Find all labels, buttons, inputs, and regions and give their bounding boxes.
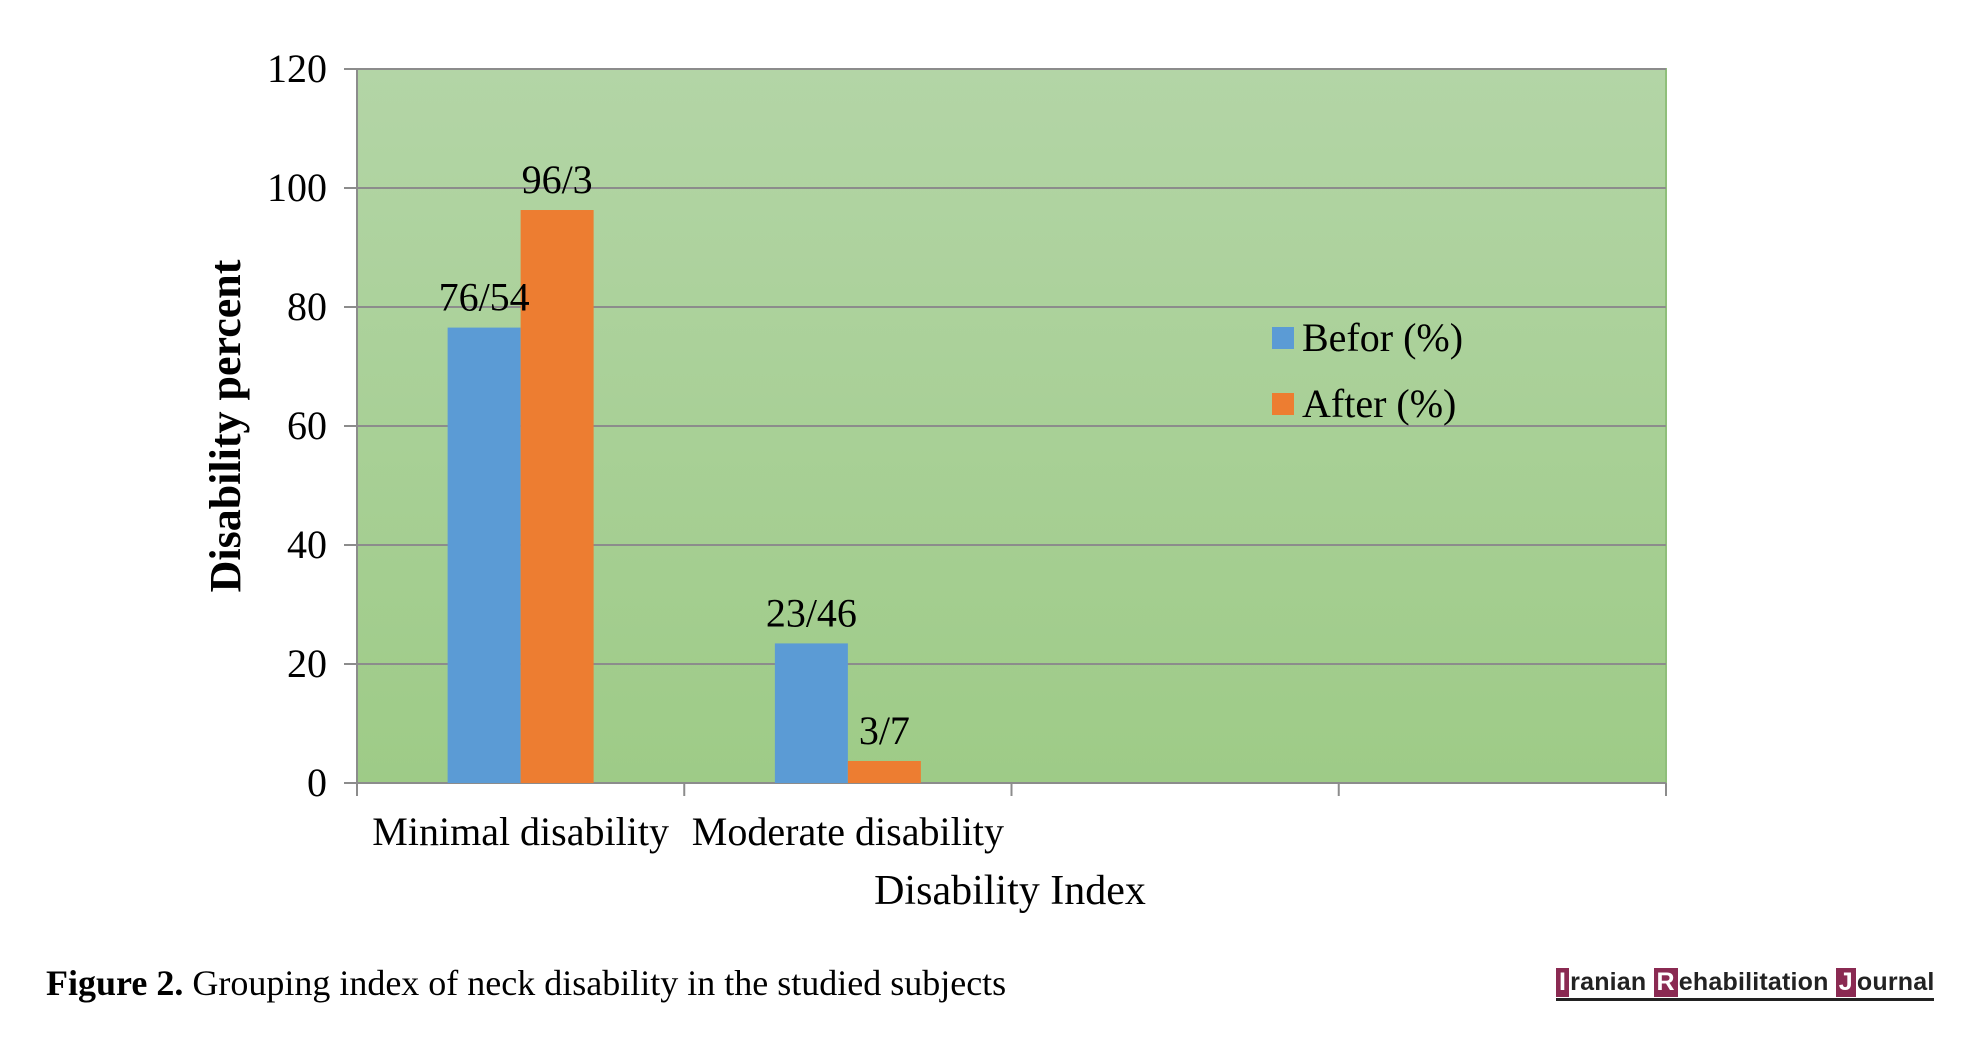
x-axis-title: Disability Index xyxy=(874,868,1146,914)
figure-caption: Figure 2. Grouping index of neck disabil… xyxy=(46,962,1006,1004)
data-label: 96/3 xyxy=(522,157,593,202)
y-axis: 0 20 40 60 80 100 120 xyxy=(267,46,358,805)
bars xyxy=(447,210,921,783)
legend-label: Befor (%) xyxy=(1302,315,1463,360)
y-tick-label: 120 xyxy=(267,46,327,91)
journal-word: ranian xyxy=(1570,968,1654,996)
x-axis xyxy=(356,782,1667,796)
data-labels: 76/54 96/3 23/46 3/7 xyxy=(439,157,910,753)
x-tick-label: Moderate disability xyxy=(692,809,1004,854)
bar xyxy=(774,643,848,783)
y-tick-label: 60 xyxy=(287,403,327,448)
bar xyxy=(520,210,594,783)
legend-label: After (%) xyxy=(1302,381,1456,426)
data-label: 23/46 xyxy=(766,590,857,635)
legend-swatch xyxy=(1272,393,1294,415)
data-label: 3/7 xyxy=(859,708,910,753)
caption-text: Grouping index of neck disability in the… xyxy=(183,963,1007,1003)
y-tick-label: 40 xyxy=(287,522,327,567)
journal-word: ehabilitation xyxy=(1678,968,1836,996)
journal-initial: J xyxy=(1835,968,1856,997)
x-tick-label: Minimal disability xyxy=(372,809,669,854)
bar xyxy=(447,327,521,783)
journal-initial: R xyxy=(1653,968,1678,997)
legend-swatch xyxy=(1272,327,1294,349)
legend: Befor (%) After (%) xyxy=(1272,315,1463,426)
data-label: 76/54 xyxy=(439,275,530,320)
y-axis-title: Disability percent xyxy=(201,259,250,592)
y-tick-label: 100 xyxy=(267,165,327,210)
y-tick-label: 0 xyxy=(307,760,327,805)
caption-label: Figure 2. xyxy=(46,963,184,1003)
bar-chart: 0 20 40 60 80 100 120 76/54 96/3 23/46 3/7 Minima… xyxy=(201,46,1667,914)
journal-word: ournal xyxy=(1856,968,1935,996)
y-tick-label: 20 xyxy=(287,641,327,686)
journal-initial: I xyxy=(1556,968,1570,997)
bar xyxy=(847,760,921,783)
y-tick-label: 80 xyxy=(287,284,327,329)
category-labels: Minimal disability Moderate disability xyxy=(372,809,1004,854)
